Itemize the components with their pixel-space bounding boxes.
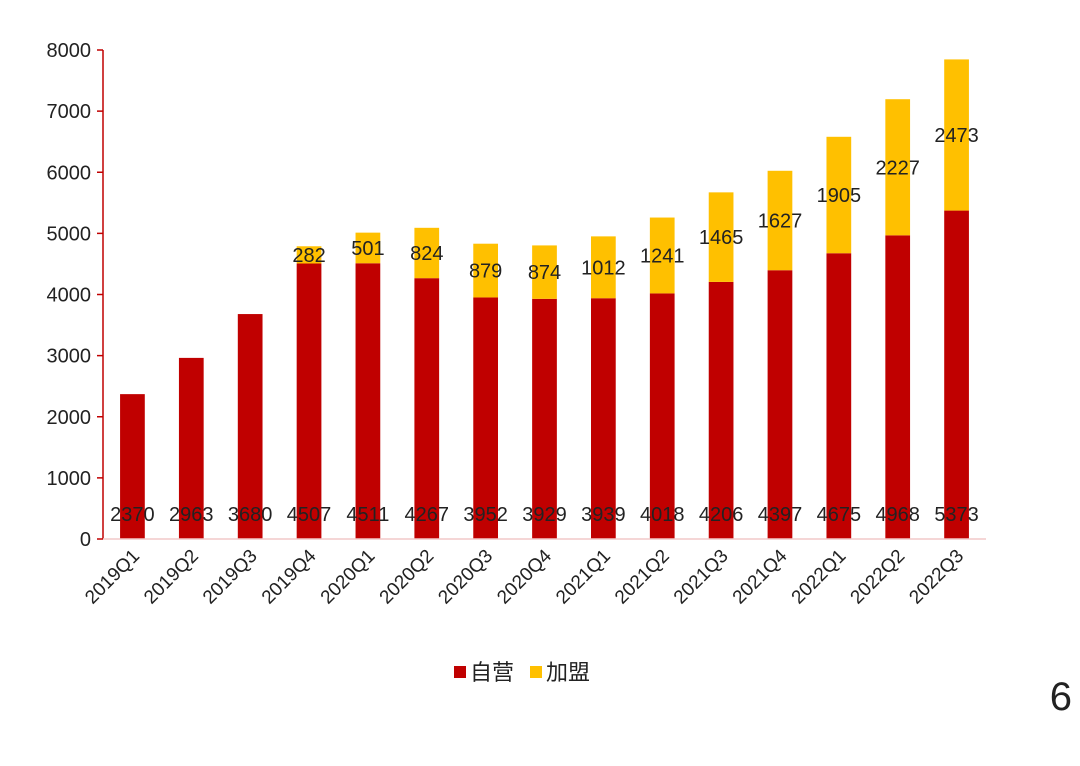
data-label-franchise: 824 <box>410 243 443 265</box>
bar-franchise <box>944 59 969 211</box>
x-tick-label: 2019Q2 <box>140 546 203 609</box>
bar-self-operated <box>826 253 852 539</box>
data-label-self-operated: 2370 <box>110 504 155 526</box>
bars <box>120 59 969 539</box>
bar-self-operated <box>237 314 263 539</box>
x-tick-label: 2021Q2 <box>611 546 674 609</box>
x-tick-label: 2022Q1 <box>788 546 851 609</box>
bar-self-operated <box>532 298 557 539</box>
y-tick-label: 3000 <box>47 346 92 368</box>
bar-franchise <box>767 170 793 271</box>
x-tick-label: 2019Q4 <box>258 545 321 608</box>
bar-franchise <box>473 243 498 298</box>
data-label-self-operated: 3680 <box>228 504 273 526</box>
bar-self-operated <box>767 270 793 539</box>
data-label-self-operated: 4267 <box>405 504 450 526</box>
data-label-franchise: 879 <box>469 261 502 283</box>
page-number: 6 <box>1049 675 1072 719</box>
x-tick-label: 2021Q3 <box>670 546 733 609</box>
y-tick-label: 8000 <box>47 40 92 62</box>
data-label-franchise: 1627 <box>758 211 803 233</box>
data-label-self-operated: 4507 <box>287 504 332 526</box>
data-label-franchise: 282 <box>292 245 325 267</box>
bar-self-operated <box>649 293 675 539</box>
legend-swatch <box>454 666 466 678</box>
bar-franchise <box>708 192 734 282</box>
legend-label: 加盟 <box>546 661 590 686</box>
y-tick-label: 5000 <box>47 223 92 245</box>
x-tick-label: 2020Q4 <box>493 545 556 608</box>
y-axis: 0 1000 2000 3000 4000 5000 6000 7000 8000 <box>47 40 104 551</box>
y-tick-label: 7000 <box>47 101 92 123</box>
x-tick-label: 2019Q1 <box>81 546 144 609</box>
data-label-self-operated: 2963 <box>169 504 214 526</box>
bar-self-operated <box>414 278 440 539</box>
y-tick-label: 6000 <box>47 162 92 184</box>
x-tick-label: 2020Q2 <box>376 546 439 609</box>
y-tick-label: 4000 <box>47 285 92 307</box>
bar-self-operated <box>591 298 616 539</box>
data-label-self-operated: 4397 <box>758 504 803 526</box>
data-label-self-operated: 3952 <box>463 504 508 526</box>
bar-self-operated <box>944 210 969 539</box>
bar-self-operated <box>708 281 734 539</box>
bar-franchise <box>826 136 852 254</box>
x-tick-label: 2022Q3 <box>905 546 968 609</box>
x-axis: 2019Q12019Q22019Q32019Q42020Q12020Q22020… <box>81 538 986 609</box>
bar-self-operated <box>473 297 498 539</box>
data-label-franchise: 1241 <box>640 245 685 267</box>
bar-franchise <box>355 232 381 264</box>
data-label-self-operated: 3929 <box>522 504 567 526</box>
data-label-franchise: 1012 <box>581 257 626 279</box>
data-label-self-operated: 4511 <box>346 504 389 526</box>
bar-self-operated <box>885 235 911 539</box>
data-label-self-operated: 4206 <box>699 504 744 526</box>
bar-self-operated <box>120 394 145 539</box>
x-tick-label: 2019Q3 <box>199 546 262 609</box>
data-label-franchise: 2227 <box>875 157 920 179</box>
y-tick-label: 1000 <box>47 468 92 490</box>
data-label-franchise: 1905 <box>817 185 862 207</box>
data-label-franchise: 501 <box>351 238 384 260</box>
y-tick-label: 2000 <box>47 407 92 429</box>
x-tick-label: 2021Q4 <box>729 545 792 608</box>
legend-swatch <box>530 666 542 678</box>
data-label-self-operated: 5373 <box>934 504 979 526</box>
bar-franchise <box>649 217 675 294</box>
bar-self-operated <box>178 357 204 539</box>
bar-self-operated <box>355 263 381 539</box>
x-tick-label: 2020Q3 <box>435 546 498 609</box>
data-label-franchise: 2473 <box>934 125 979 147</box>
x-tick-label: 2022Q2 <box>847 546 910 609</box>
bar-self-operated <box>296 263 322 539</box>
x-tick-label: 2021Q1 <box>552 546 615 609</box>
data-label-self-operated: 4018 <box>640 504 685 526</box>
bar-franchise <box>591 236 616 299</box>
bar-franchise <box>296 246 322 264</box>
data-label-franchise: 1465 <box>699 227 744 249</box>
data-labels: 2370 2963 3680 282 4507 501 4511 824 4267 879 3952… <box>110 125 979 526</box>
data-label-self-operated: 3939 <box>581 504 626 526</box>
y-tick-label: 0 <box>80 529 91 551</box>
data-label-franchise: 874 <box>528 262 561 284</box>
legend-label: 自营 <box>470 661 514 686</box>
bar-franchise <box>532 245 557 299</box>
bar-franchise <box>885 99 911 236</box>
legend: 自营 加盟 <box>454 661 590 686</box>
data-label-self-operated: 4968 <box>875 504 920 526</box>
x-tick-label: 2020Q1 <box>317 546 380 609</box>
bar-franchise <box>414 227 440 279</box>
data-label-self-operated: 4675 <box>817 504 862 526</box>
